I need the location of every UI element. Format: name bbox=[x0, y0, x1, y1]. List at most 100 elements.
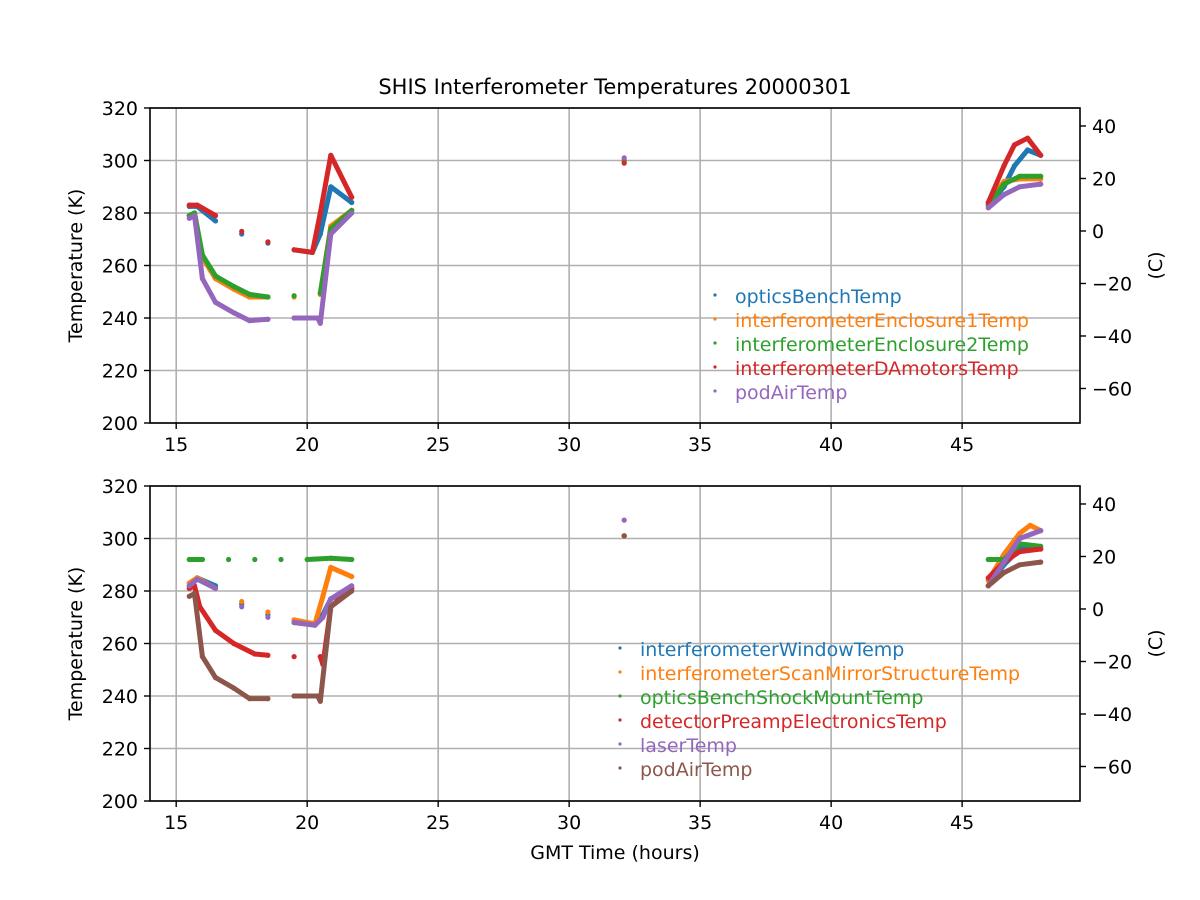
data-point bbox=[1038, 181, 1044, 187]
legend-marker bbox=[713, 365, 717, 369]
legend-marker bbox=[618, 766, 622, 770]
x-tick-label: 15 bbox=[164, 434, 188, 456]
data-point bbox=[1017, 173, 1023, 179]
x-tick-label: 35 bbox=[688, 434, 712, 456]
data-point bbox=[1025, 147, 1031, 153]
data-point bbox=[1017, 562, 1023, 568]
data-point bbox=[349, 583, 355, 589]
data-point bbox=[252, 651, 258, 657]
data-point bbox=[1017, 549, 1023, 555]
legend-marker bbox=[713, 389, 717, 393]
data-point bbox=[985, 205, 991, 211]
data-point bbox=[304, 556, 310, 563]
x-tick-label: 40 bbox=[819, 812, 843, 834]
y-right-tick-label: −60 bbox=[1092, 378, 1132, 400]
data-point bbox=[328, 184, 334, 190]
y-axis-label: Temperature (K) bbox=[65, 567, 87, 722]
data-point bbox=[199, 654, 205, 660]
data-point bbox=[265, 614, 271, 620]
x-tick-label: 40 bbox=[819, 434, 843, 456]
data-point bbox=[328, 555, 334, 561]
y-tick-label: 300 bbox=[102, 151, 138, 173]
data-point bbox=[231, 685, 237, 691]
data-point bbox=[186, 215, 192, 221]
legend-label: opticsBenchTemp bbox=[735, 286, 902, 308]
legend: interferometerWindowTempinterferometerSc… bbox=[618, 639, 1020, 781]
data-point bbox=[328, 152, 334, 158]
data-point bbox=[199, 276, 205, 282]
series-podAirTemp bbox=[186, 533, 1044, 704]
top-panel: 15 20 25 30 35 40 4520022024026028030032040200… bbox=[65, 98, 1167, 456]
data-point bbox=[291, 247, 297, 253]
legend-label: laserTemp bbox=[640, 735, 737, 757]
data-point bbox=[1017, 530, 1023, 536]
y-right-tick-label: −20 bbox=[1092, 651, 1132, 673]
data-point bbox=[317, 698, 323, 704]
x-tick-label: 20 bbox=[295, 434, 319, 456]
data-point bbox=[291, 293, 297, 299]
y-right-tick-label: 20 bbox=[1092, 168, 1116, 190]
data-point bbox=[1027, 522, 1033, 529]
bottom-panel: 15 20 25 30 35 40 4520022024026028030032040200… bbox=[65, 476, 1167, 834]
data-point bbox=[186, 556, 192, 563]
data-point bbox=[246, 291, 253, 297]
y-tick-label: 240 bbox=[102, 308, 138, 330]
legend-marker bbox=[713, 293, 717, 297]
y-right-tick-label: 40 bbox=[1092, 116, 1116, 138]
series-laserTemp bbox=[186, 517, 1044, 628]
data-point bbox=[317, 231, 323, 237]
data-point bbox=[315, 693, 321, 699]
data-point bbox=[349, 574, 355, 580]
data-point bbox=[328, 231, 334, 237]
data-point bbox=[291, 654, 297, 660]
x-tick-label: 45 bbox=[950, 434, 974, 456]
x-tick-label: 25 bbox=[426, 812, 450, 834]
data-point bbox=[317, 320, 323, 326]
data-point bbox=[985, 583, 991, 589]
y-right-tick-label: 0 bbox=[1092, 599, 1104, 621]
y-right-tick-label: −20 bbox=[1092, 273, 1132, 295]
data-point bbox=[1017, 184, 1023, 190]
legend-label: interferometerEnclosure2Temp bbox=[735, 334, 1029, 356]
data-point bbox=[1001, 192, 1007, 198]
y-right-axis-label: (C) bbox=[1145, 629, 1167, 657]
y-right-axis-label: (C) bbox=[1145, 251, 1167, 279]
data-point bbox=[1001, 181, 1007, 187]
legend-label: opticsBenchShockMountTemp bbox=[640, 687, 923, 709]
legend-label: podAirTemp bbox=[735, 382, 847, 404]
y-tick-label: 260 bbox=[102, 256, 138, 278]
data-point bbox=[291, 315, 297, 321]
x-tick-label: 30 bbox=[557, 434, 581, 456]
legend: opticsBenchTempinterferometerEnclosure1T… bbox=[713, 286, 1029, 404]
data-point bbox=[246, 318, 253, 324]
data-point bbox=[1038, 152, 1044, 158]
data-point bbox=[320, 614, 326, 620]
data-point bbox=[246, 696, 253, 702]
legend-marker bbox=[618, 670, 622, 674]
y-tick-label: 320 bbox=[102, 476, 138, 498]
data-point bbox=[349, 199, 355, 206]
y-right-tick-label: −60 bbox=[1092, 756, 1132, 778]
y-right-tick-label: 40 bbox=[1092, 494, 1116, 516]
data-point bbox=[1001, 163, 1007, 169]
data-point bbox=[349, 588, 355, 594]
data-point bbox=[239, 228, 245, 234]
x-tick-label: 30 bbox=[557, 812, 581, 834]
data-point bbox=[328, 564, 334, 571]
data-point bbox=[317, 210, 323, 216]
legend-label: interferometerDAmotorsTemp bbox=[735, 358, 1019, 380]
data-point bbox=[194, 576, 200, 582]
legend-label: interferometerWindowTemp bbox=[640, 639, 904, 661]
data-point bbox=[265, 652, 271, 658]
y-right-tick-label: 0 bbox=[1092, 221, 1104, 243]
y-tick-label: 200 bbox=[102, 791, 138, 813]
data-point bbox=[212, 675, 219, 681]
data-point bbox=[265, 696, 271, 702]
x-axis-label: GMT Time (hours) bbox=[530, 842, 700, 864]
data-point bbox=[349, 210, 355, 216]
data-point bbox=[265, 609, 271, 615]
data-point bbox=[315, 315, 321, 321]
data-point bbox=[1038, 546, 1044, 552]
data-point bbox=[1038, 559, 1044, 565]
legend-label: detectorPreampElectronicsTemp bbox=[640, 711, 947, 733]
